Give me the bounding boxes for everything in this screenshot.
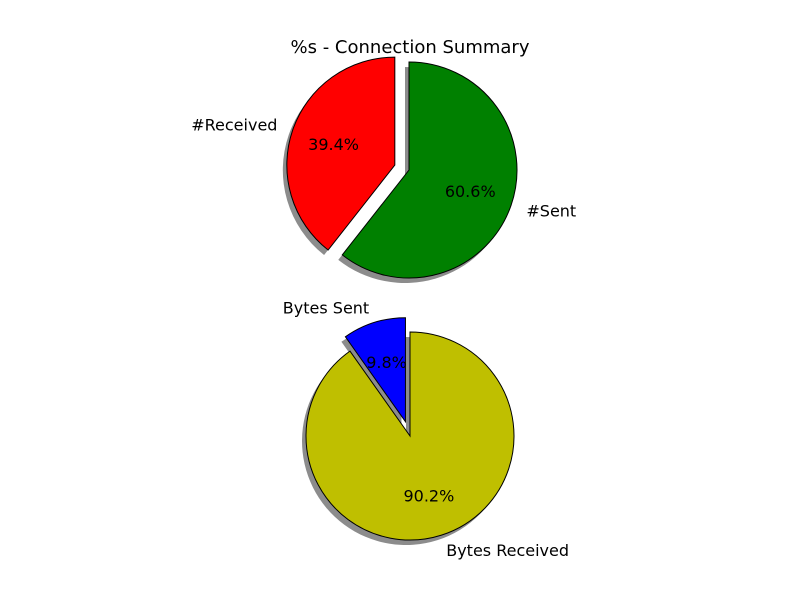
pie-label-bytes-sent: Bytes Sent [283,299,369,318]
pie-slice-bytes-sent [344,317,406,424]
pie-slice-bytes-received [305,331,515,541]
pie-percent-bytes-received: 90.2% [403,486,454,505]
pie-label-bytes-received: Bytes Received [446,541,569,560]
pie-slice-received [286,56,396,251]
pie-label-received: #Received [191,115,277,134]
pie-chart-connections: #Received 39.4% #Sent 60.6% [191,56,576,283]
pie-percent-sent: 60.6% [445,182,496,201]
pie-slice-sent [341,61,518,279]
pie-percent-received: 39.4% [308,135,359,154]
pie-percent-bytes-sent: 9.8% [366,353,407,372]
chart-title: %s - Connection Summary [291,37,530,58]
pie-chart-bytes: Bytes Sent 9.8% Bytes Received 90.2% [283,299,569,560]
pie-label-sent: #Sent [526,202,576,221]
